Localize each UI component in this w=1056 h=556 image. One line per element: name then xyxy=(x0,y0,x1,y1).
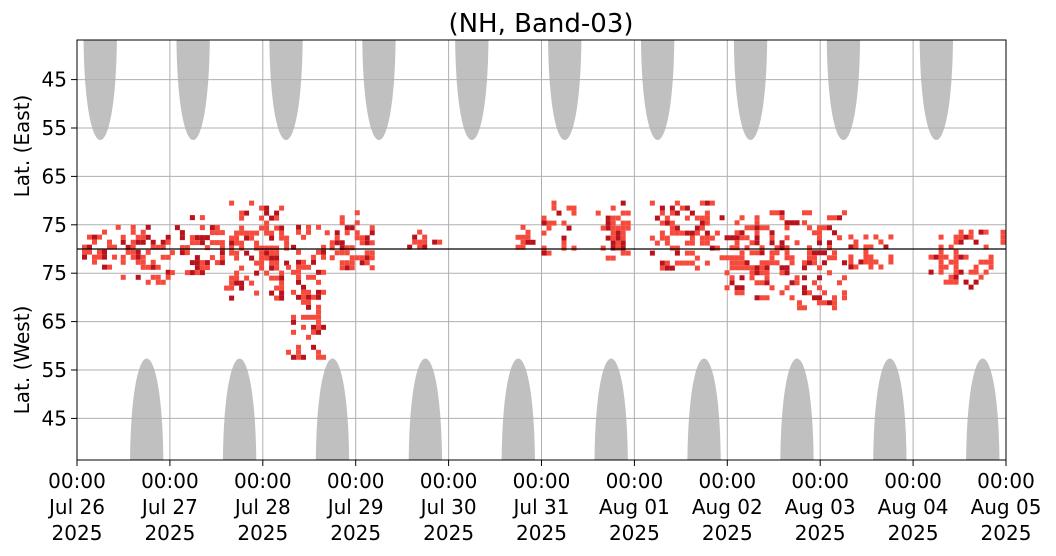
no-data-region-18 xyxy=(780,358,814,460)
no-data-region-17 xyxy=(687,358,721,460)
activity-cluster-7 xyxy=(407,229,443,250)
activity-cluster-4 xyxy=(224,200,290,301)
x-tick-label-9: 00:00 Aug 03 2025 xyxy=(785,469,856,545)
x-tick-label-10: 00:00 Aug 04 2025 xyxy=(878,469,949,545)
activity-cluster-12 xyxy=(719,210,800,301)
no-data-region-16 xyxy=(594,358,628,460)
no-data-region-2 xyxy=(176,40,210,140)
no-data-region-6 xyxy=(548,40,582,140)
activity-cluster-3 xyxy=(169,215,225,276)
no-data-region-15 xyxy=(501,358,535,460)
no-data-region-10 xyxy=(919,40,953,140)
activity-cluster-5 xyxy=(286,224,327,360)
x-tick-label-5: 00:00 Jul 30 2025 xyxy=(419,469,478,545)
no-data-layer xyxy=(83,40,1000,460)
activity-cluster-2 xyxy=(115,224,171,285)
x-tick-label-1: 00:00 Jul 26 2025 xyxy=(47,469,106,545)
y-axis-label-east: Lat. (East) xyxy=(10,95,34,198)
y-tick-label-east-3: 65 xyxy=(42,164,67,188)
activity-cluster-16 xyxy=(1000,229,1006,245)
no-data-region-1 xyxy=(83,40,117,140)
no-data-region-19 xyxy=(873,358,907,460)
no-data-region-7 xyxy=(641,40,675,140)
no-data-region-9 xyxy=(826,40,861,140)
x-tick-label-8: 00:00 Aug 02 2025 xyxy=(692,469,763,545)
x-tick-label-6: 00:00 Jul 31 2025 xyxy=(512,469,571,545)
activity-cluster-11 xyxy=(649,200,720,271)
activity-cluster-15 xyxy=(928,229,994,290)
activity-layer xyxy=(82,200,1006,360)
chart-title: (NH, Band-03) xyxy=(448,9,633,39)
activity-cluster-10 xyxy=(595,200,631,261)
activity-cluster-14 xyxy=(848,234,894,270)
no-data-region-14 xyxy=(408,358,442,460)
no-data-region-13 xyxy=(315,358,350,460)
no-data-region-11 xyxy=(130,358,164,460)
x-tick-label-7: 00:00 Aug 01 2025 xyxy=(599,469,670,545)
no-data-region-12 xyxy=(222,358,257,460)
activity-cluster-6 xyxy=(324,210,375,271)
activity-cluster-9 xyxy=(541,200,577,256)
no-data-region-4 xyxy=(362,40,396,140)
activity-cluster-8 xyxy=(515,224,536,250)
activity-cluster-13 xyxy=(796,210,847,311)
no-data-region-20 xyxy=(966,358,1000,460)
no-data-region-8 xyxy=(733,40,768,140)
activity-cluster-1 xyxy=(82,229,117,270)
x-tick-label-11: 00:00 Aug 05 2025 xyxy=(971,469,1042,545)
y-tick-label-east-4: 75 xyxy=(42,213,67,237)
x-tick-label-2: 00:00 Jul 27 2025 xyxy=(140,469,199,545)
x-ticks: 00:00 Jul 26 2025 00:00 Jul 27 2025 00:00 Jul 2… xyxy=(47,460,1041,545)
y-ticks: 45 55 65 75 75 65 55 45 xyxy=(42,68,77,430)
y-tick-label-west-4: 45 xyxy=(42,406,67,430)
no-data-region-3 xyxy=(269,40,303,140)
y-tick-label-east-2: 55 xyxy=(42,116,67,140)
y-tick-label-west-2: 65 xyxy=(42,310,67,334)
y-tick-label-west-3: 55 xyxy=(42,358,67,382)
x-tick-label-3: 00:00 Jul 28 2025 xyxy=(233,469,292,545)
x-tick-label-4: 00:00 Jul 29 2025 xyxy=(326,469,385,545)
y-axis-label-west: Lat. (West) xyxy=(10,306,34,415)
y-tick-label-east-1: 45 xyxy=(42,68,67,92)
y-tick-label-west-1: 75 xyxy=(42,261,67,285)
no-data-region-5 xyxy=(455,40,489,140)
